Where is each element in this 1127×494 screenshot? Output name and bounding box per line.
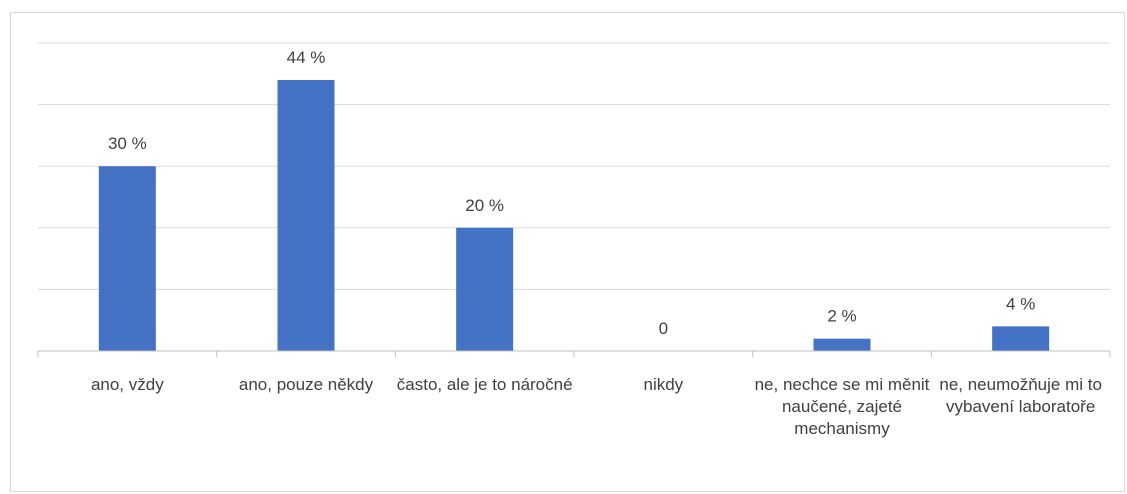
bar bbox=[277, 79, 335, 352]
bar bbox=[992, 326, 1050, 351]
data-label: 0 bbox=[659, 319, 668, 338]
category-label: ano, vždy bbox=[90, 375, 164, 394]
chart-frame bbox=[10, 12, 1125, 492]
data-label: 44 % bbox=[287, 48, 326, 67]
category-label: často, ale je to náročné bbox=[396, 375, 573, 394]
data-label: 20 % bbox=[465, 196, 504, 215]
category-label: ne, neumožňuje mi to vybavení laboratoře bbox=[939, 375, 1102, 416]
category-label: nikdy bbox=[643, 375, 684, 394]
category-label: ne, nechce se mi měnit naučené, zajeté m… bbox=[754, 375, 930, 438]
data-label: 30 % bbox=[108, 134, 147, 153]
data-label: 4 % bbox=[1006, 294, 1035, 313]
data-labels: 30 % 44 % 20 % 0 2 % 4 % bbox=[108, 48, 1035, 338]
data-label: 2 % bbox=[827, 307, 856, 326]
bar bbox=[813, 338, 871, 351]
x-axis bbox=[37, 350, 1111, 357]
bars bbox=[98, 79, 1050, 352]
gridlines bbox=[38, 42, 1110, 290]
bar bbox=[98, 166, 156, 351]
category-label: ano, pouze někdy bbox=[238, 375, 374, 394]
bar bbox=[456, 227, 514, 351]
